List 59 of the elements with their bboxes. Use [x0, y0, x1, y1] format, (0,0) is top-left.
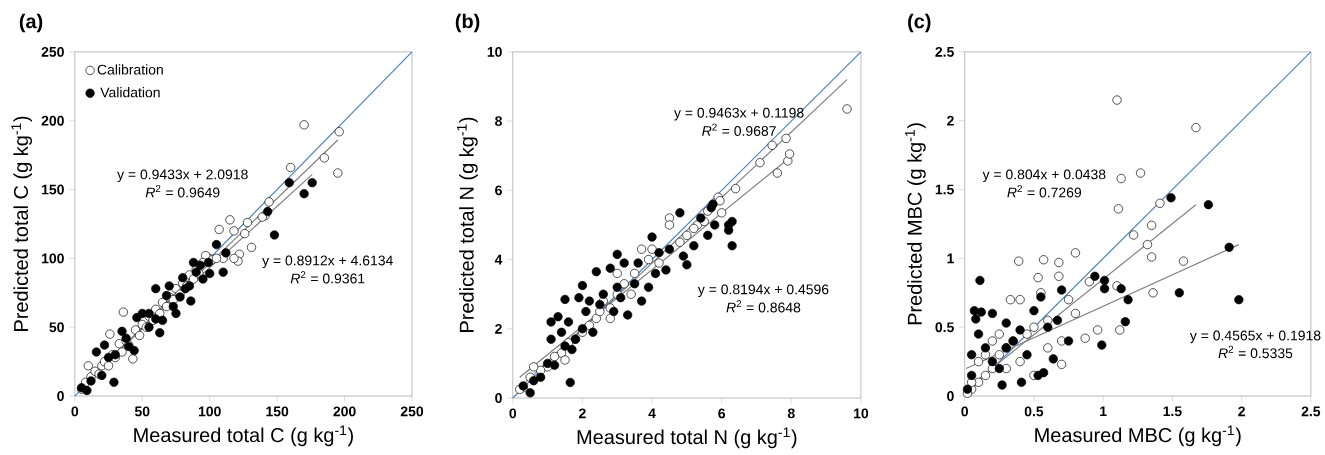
chart-title: (c): [908, 13, 931, 33]
x-tick-label: 100: [198, 406, 221, 417]
y-tick-label: 4: [494, 254, 503, 265]
legend-label: Calibration: [97, 64, 163, 75]
annotation: y = 0.8912x + 4.6134: [262, 255, 393, 269]
y-tick-label: 6: [495, 185, 502, 196]
y-axis-title: Predicted total C (g kg$^{-1}$): [11, 116, 32, 331]
annotation: R$^{2}$ = 0.9361: [290, 271, 365, 284]
y-axis-title: Predicted total N (g kg$^{-1}$): [457, 117, 478, 332]
x-tick-label: 0: [71, 406, 79, 417]
y-tick-label: 200: [41, 115, 64, 126]
annotation: R$^{2}$ = 0.9687: [702, 123, 776, 136]
x-axis-title: Measured MBC (g kg$^{-1}$): [1035, 425, 1241, 447]
y-tick-label: 250: [41, 46, 64, 57]
x-tick-label: 1: [1100, 406, 1107, 417]
annotation: R$^{2}$ = 0.9649: [145, 185, 220, 198]
annotation: y = 0.9463x + 0.1198: [674, 107, 804, 121]
x-tick-label: 2: [1238, 406, 1245, 417]
y-tick-label: 1: [947, 253, 954, 264]
annotation: y = 0.4565x + 0.1918: [1189, 330, 1321, 344]
y-tick-label: 0: [495, 393, 502, 404]
x-tick-label: 0.5: [1024, 406, 1044, 417]
x-axis-title: Measured total N (g kg$^{-1}$): [577, 427, 797, 449]
y-tick-label: 10: [487, 46, 502, 57]
x-tick-label: 250: [400, 406, 424, 417]
x-tick-label: 1.5: [1163, 406, 1182, 417]
annotation: y = 0.9433x + 2.0918: [117, 169, 248, 183]
x-tick-label: 4: [648, 408, 656, 419]
y-tick-label: 2: [495, 323, 502, 334]
x-tick-label: 50: [134, 406, 150, 417]
y-tick-label: 100: [42, 253, 64, 264]
x-tick-label: 0: [961, 406, 969, 417]
y-tick-label: 2: [947, 115, 954, 126]
chart-title: (b): [455, 13, 480, 33]
y-tick-label: 0.5: [935, 322, 954, 333]
x-tick-label: 2.5: [1301, 406, 1321, 417]
legend-label: Validation: [100, 87, 160, 98]
x-tick-label: 6: [718, 408, 726, 419]
y-tick-label: 50: [49, 322, 64, 333]
annotation: R$^{2}$ = 0.8648: [726, 300, 801, 313]
y-tick-label: 1.5: [935, 184, 954, 195]
x-tick-label: 150: [266, 406, 289, 417]
x-tick-label: 2: [579, 408, 586, 419]
chart-title: (a): [19, 13, 43, 33]
annotation: R$^{2}$ = 0.5335: [1218, 345, 1293, 359]
y-tick-label: 8: [495, 116, 502, 127]
annotation: R$^{2}$ = 0.7269: [1007, 185, 1082, 198]
x-tick-label: 0: [509, 408, 517, 419]
y-tick-label: 0: [57, 391, 64, 402]
y-tick-label: 2.5: [935, 46, 954, 57]
annotation: y = 0.804x + 0.0438: [982, 169, 1106, 183]
x-axis-title: Measured total C (g kg$^{-1}$): [134, 425, 353, 447]
annotation: y = 0.8194x + 0.4596: [697, 284, 829, 298]
y-axis-title: Predicted MBC (g kg$^{-1}$): [905, 123, 926, 325]
y-tick-label: 0: [947, 391, 954, 402]
x-tick-label: 8: [787, 408, 795, 419]
x-tick-label: 10: [854, 408, 869, 419]
y-tick-label: 150: [42, 184, 64, 195]
x-tick-label: 200: [333, 406, 356, 417]
